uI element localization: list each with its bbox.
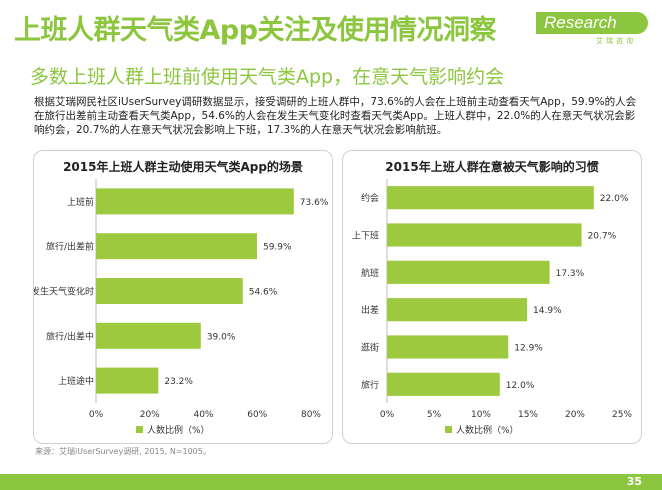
iresearch-logo: Research 艾瑞咨询 [536,12,648,46]
data-label: 14.9% [533,306,562,316]
x-tick-label: 20% [565,410,585,420]
bar [387,335,509,359]
legend-label: 人数比例（%） [456,424,519,436]
category-label: 发生天气变化时 [34,286,94,298]
description-paragraph: 根据艾瑞网民社区iUserSurvey调研数据显示，接受调研的上班人群中，73.… [34,96,637,136]
legend-swatch [136,426,143,433]
category-label: 航班 [361,267,379,279]
page-subtitle: 多数上班人群上班前使用天气类App，在意天气影响约会 [30,66,505,88]
category-label: 上班途中 [58,375,94,387]
bar [387,372,500,396]
logo-subtext: 艾瑞咨询 [596,37,636,45]
x-tick-label: 80% [301,410,321,420]
data-label: 39.0% [207,332,236,342]
x-tick-label: 5% [427,410,442,420]
category-label: 逛街 [361,342,379,354]
chart-panel-usage-scenarios: 2015年上班人群主动使用天气类App的场景 上班前 73.6% 旅行/出差前 59.… [33,150,333,444]
logo-text: Research [544,13,617,32]
x-tick-label: 20% [140,410,160,420]
data-label: 22.0% [600,194,629,204]
logo-badge [536,12,648,34]
data-label: 23.2% [164,377,193,387]
bar [387,186,594,210]
page-number: 35 [626,475,642,488]
legend-swatch [445,426,452,433]
category-label: 旅行 [361,379,379,391]
category-label: 上下班 [352,230,379,242]
source-note: 来源：艾瑞iUserSurvey调研, 2015, N=1005。 [35,447,211,456]
x-tick-label: 10% [471,410,491,420]
bar-chart-usage-scenarios: 上班前 73.6% 旅行/出差前 59.9% 发生天气变化时 54.6% 旅行/出差中 39.… [34,179,329,436]
bar [387,298,528,322]
data-label: 20.7% [588,232,617,242]
bar [96,322,201,349]
x-tick-label: 0% [380,410,395,420]
data-label: 12.0% [506,381,535,391]
data-label: 54.6% [249,288,278,298]
data-label: 12.9% [514,344,543,354]
page-title: 上班人群天气类App关注及使用情况洞察 [14,15,497,46]
bar [387,223,582,247]
category-label: 上班前 [67,196,94,208]
x-tick-label: 0% [89,410,104,420]
category-label: 旅行/出差前 [46,241,94,253]
bar [387,260,550,284]
category-label: 旅行/出差中 [46,330,94,342]
category-label: 约会 [361,192,379,204]
bar [96,233,257,260]
bar [96,367,159,394]
bar-chart-weather-impact: 约会 22.0% 上下班 20.7% 航班 17.3% 出差 14.9% 逛街 12.9% 旅行 12… [352,179,632,436]
chart-panel-weather-impact: 2015年上班人群在意被天气影响的习惯 约会 22.0% 上下班 20.7% 航班 17.… [342,150,642,444]
x-tick-label: 25% [612,410,632,420]
chart-title: 2015年上班人群主动使用天气类App的场景 [63,160,303,174]
bar [96,188,294,215]
chart-title: 2015年上班人群在意被天气影响的习惯 [385,160,599,174]
x-tick-label: 40% [193,410,213,420]
x-tick-label: 15% [518,410,538,420]
bar [96,278,243,304]
footer-bar: 35 [0,474,662,490]
data-label: 59.9% [263,243,292,253]
category-label: 出差 [361,304,379,316]
legend-label: 人数比例（%） [147,424,210,436]
x-tick-label: 60% [247,410,267,420]
data-label: 17.3% [556,269,585,279]
data-label: 73.6% [300,198,329,208]
